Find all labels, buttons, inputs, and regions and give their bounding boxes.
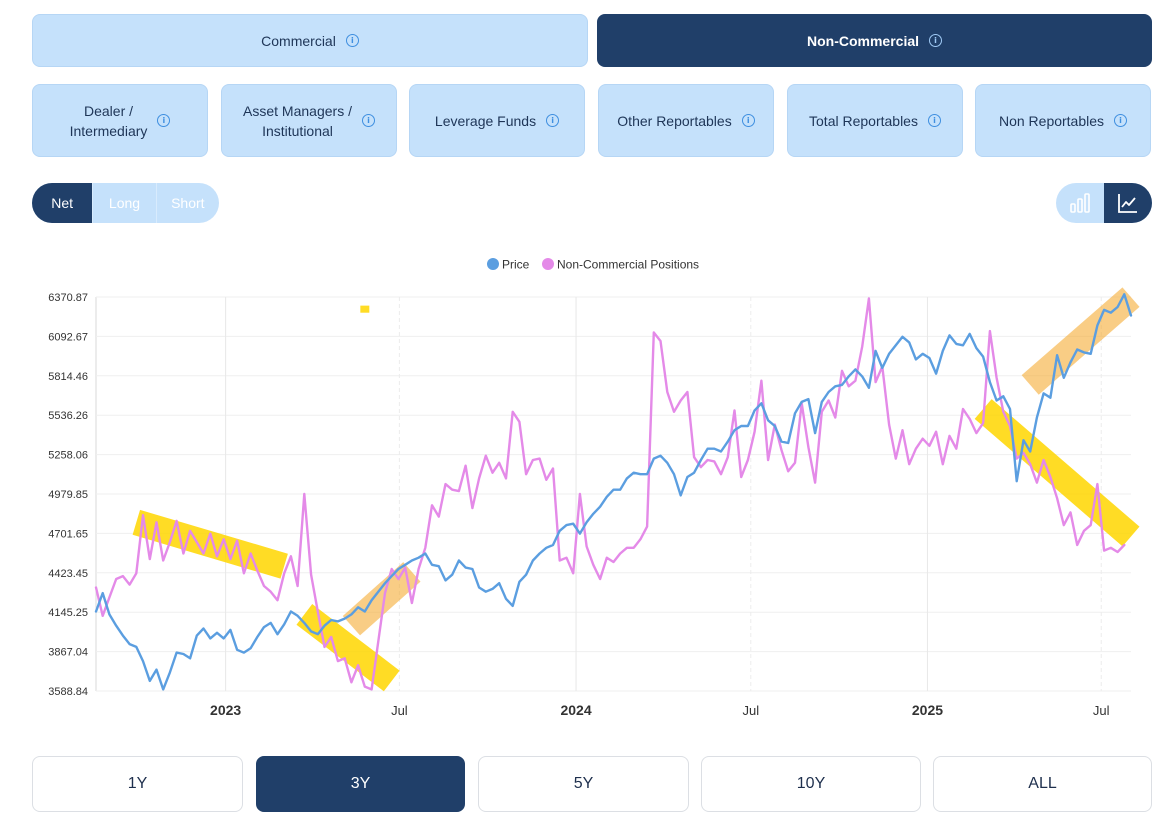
y-tick-label: 6370.87 <box>48 292 88 304</box>
highlighter-stroke <box>342 562 421 636</box>
chart-view-toggle <box>1056 183 1152 223</box>
legend-price-label[interactable]: Price <box>502 258 530 272</box>
bar-chart-icon <box>1070 193 1090 213</box>
info-icon[interactable]: i <box>927 114 941 127</box>
subtab-dealer-intermediary[interactable]: Dealer / Intermediary i <box>32 84 208 157</box>
y-tick-label: 6092.67 <box>48 331 88 343</box>
y-tick-label: 4979.85 <box>48 489 88 501</box>
legend-price-marker <box>487 258 499 270</box>
info-icon[interactable]: i <box>345 34 359 47</box>
x-tick-label: Jul <box>1093 703 1110 718</box>
subtab-non-reportables[interactable]: Non Reportables i <box>975 84 1151 157</box>
y-tick-label: 4423.45 <box>48 568 88 580</box>
y-tick-label: 4145.25 <box>48 607 88 619</box>
tab-commercial-label: Commercial <box>261 32 336 49</box>
chart-highlights <box>132 287 1140 692</box>
position-toggle: Net Long Short <box>32 183 219 223</box>
info-icon[interactable]: i <box>929 34 943 47</box>
x-tick-label: 2023 <box>210 702 241 718</box>
y-tick-label: 4701.65 <box>48 528 88 540</box>
info-icon[interactable]: i <box>546 114 560 127</box>
range-10y-button[interactable]: 10Y <box>701 756 921 812</box>
subtab-label: Total Reportables <box>809 112 918 129</box>
x-tick-label: Jul <box>391 703 408 718</box>
chart-legend: Price Non-Commercial Positions <box>487 258 699 272</box>
range-3y-button[interactable]: 3Y <box>256 756 465 812</box>
x-tick-label: 2024 <box>560 702 591 718</box>
highlighter-stroke <box>974 399 1140 547</box>
chart-series <box>94 293 1133 691</box>
range-all-button[interactable]: ALL <box>933 756 1152 812</box>
info-icon[interactable]: i <box>361 114 375 127</box>
y-tick-label: 5258.06 <box>48 450 88 462</box>
subtab-label: Leverage Funds <box>434 112 537 129</box>
y-axis: 6370.87 6092.67 5814.46 5536.26 5258.06 4979.… <box>48 292 88 698</box>
positions-line <box>94 297 1126 691</box>
tab-non-commercial[interactable]: Non-Commercial i <box>597 14 1152 67</box>
info-icon[interactable]: i <box>741 114 755 127</box>
line-chart-button[interactable] <box>1104 183 1152 223</box>
highlighter-stroke <box>1021 287 1140 395</box>
legend-positions-label[interactable]: Non-Commercial Positions <box>557 258 699 272</box>
y-tick-label: 5814.46 <box>48 371 88 383</box>
subtab-other-reportables[interactable]: Other Reportables i <box>598 84 774 157</box>
subtab-asset-managers[interactable]: Asset Managers / Institutional i <box>221 84 397 157</box>
price-line <box>94 293 1133 691</box>
y-tick-label: 5536.26 <box>48 410 88 422</box>
highlighter-stroke <box>132 509 288 579</box>
range-5y-button[interactable]: 5Y <box>478 756 689 812</box>
bar-chart-button[interactable] <box>1056 183 1104 223</box>
net-button[interactable]: Net <box>32 183 93 223</box>
info-icon[interactable]: i <box>1114 114 1128 127</box>
x-tick-label: Jul <box>742 703 759 718</box>
chart-grid <box>95 296 1131 692</box>
x-axis: 2023 Jul 2024 Jul 2025 Jul <box>210 702 1110 718</box>
subtab-label: Dealer / Intermediary <box>69 102 148 139</box>
subtab-leverage-funds[interactable]: Leverage Funds i <box>409 84 585 157</box>
tab-non-commercial-label: Non-Commercial <box>806 32 920 49</box>
line-chart-icon <box>1118 194 1137 213</box>
subtab-label: Asset Managers / Institutional <box>243 102 352 139</box>
y-tick-label: 3867.04 <box>48 647 88 659</box>
y-tick-label: 3588.84 <box>48 686 88 698</box>
long-button[interactable]: Long <box>92 183 155 223</box>
cot-line-chart: Price Non-Commercial Positions 6370.87 60… <box>48 258 1140 718</box>
legend-positions-marker <box>542 258 554 270</box>
info-icon[interactable]: i <box>157 114 171 127</box>
highlighter-stroke <box>296 604 400 692</box>
subtab-label: Non Reportables <box>998 112 1105 129</box>
range-1y-button[interactable]: 1Y <box>32 756 243 812</box>
x-tick-label: 2025 <box>912 702 943 718</box>
tab-commercial[interactable]: Commercial i <box>32 14 588 67</box>
subtab-label: Other Reportables <box>617 112 732 129</box>
subtab-total-reportables[interactable]: Total Reportables i <box>787 84 963 157</box>
short-button[interactable]: Short <box>155 183 219 223</box>
